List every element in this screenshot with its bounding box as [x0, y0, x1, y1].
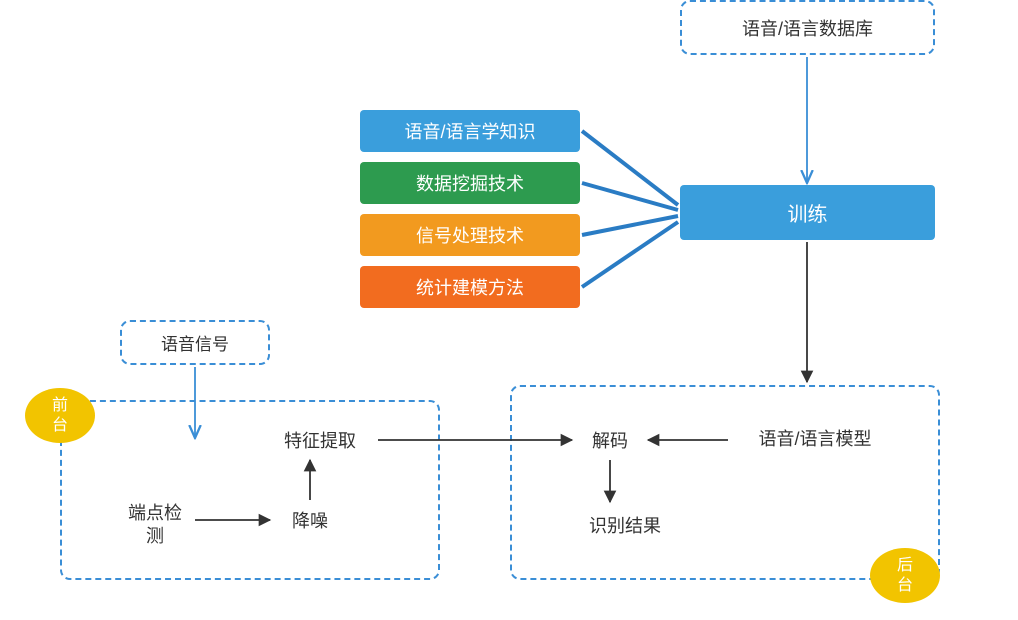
train-label: 训练 — [788, 198, 828, 227]
feature-ext-node: 特征提取 — [270, 425, 370, 455]
edge-signalproc-train — [582, 216, 678, 235]
backend-label: 后台 — [895, 556, 915, 594]
result-label: 识别结果 — [589, 512, 661, 538]
stat-model-node: 统计建模方法 — [360, 266, 580, 308]
frontend-label: 前台 — [50, 396, 70, 434]
signal-proc-node: 信号处理技术 — [360, 214, 580, 256]
signal-proc-label: 信号处理技术 — [416, 222, 524, 248]
db-node: 语音/语言数据库 — [680, 0, 935, 55]
knowledge-label: 语音/语言学知识 — [404, 118, 535, 144]
front-container — [60, 400, 440, 580]
mining-label: 数据挖掘技术 — [416, 170, 524, 196]
backend-node: 后台 — [870, 548, 940, 603]
voice-signal-node: 语音信号 — [120, 320, 270, 365]
train-node: 训练 — [680, 185, 935, 240]
denoise-label: 降噪 — [292, 507, 328, 533]
decode-label: 解码 — [592, 427, 628, 453]
edge-statmodel-train — [582, 222, 678, 287]
frontend-node: 前台 — [25, 388, 95, 443]
endpoint-node: 端点检测 — [125, 500, 185, 550]
model-label: 语音/语言模型 — [758, 428, 871, 451]
denoise-node: 降噪 — [280, 505, 340, 535]
stat-model-label: 统计建模方法 — [416, 274, 524, 300]
decode-node: 解码 — [580, 425, 640, 455]
model-node: 语音/语言模型 — [735, 415, 895, 465]
db-label: 语音/语言数据库 — [742, 15, 873, 41]
feature-ext-label: 特征提取 — [284, 427, 356, 453]
result-node: 识别结果 — [575, 510, 675, 540]
edge-knowledge-train — [582, 131, 678, 205]
mining-node: 数据挖掘技术 — [360, 162, 580, 204]
voice-signal-label: 语音信号 — [161, 330, 229, 355]
endpoint-label: 端点检测 — [125, 502, 185, 549]
edge-mining-train — [582, 183, 678, 210]
knowledge-node: 语音/语言学知识 — [360, 110, 580, 152]
